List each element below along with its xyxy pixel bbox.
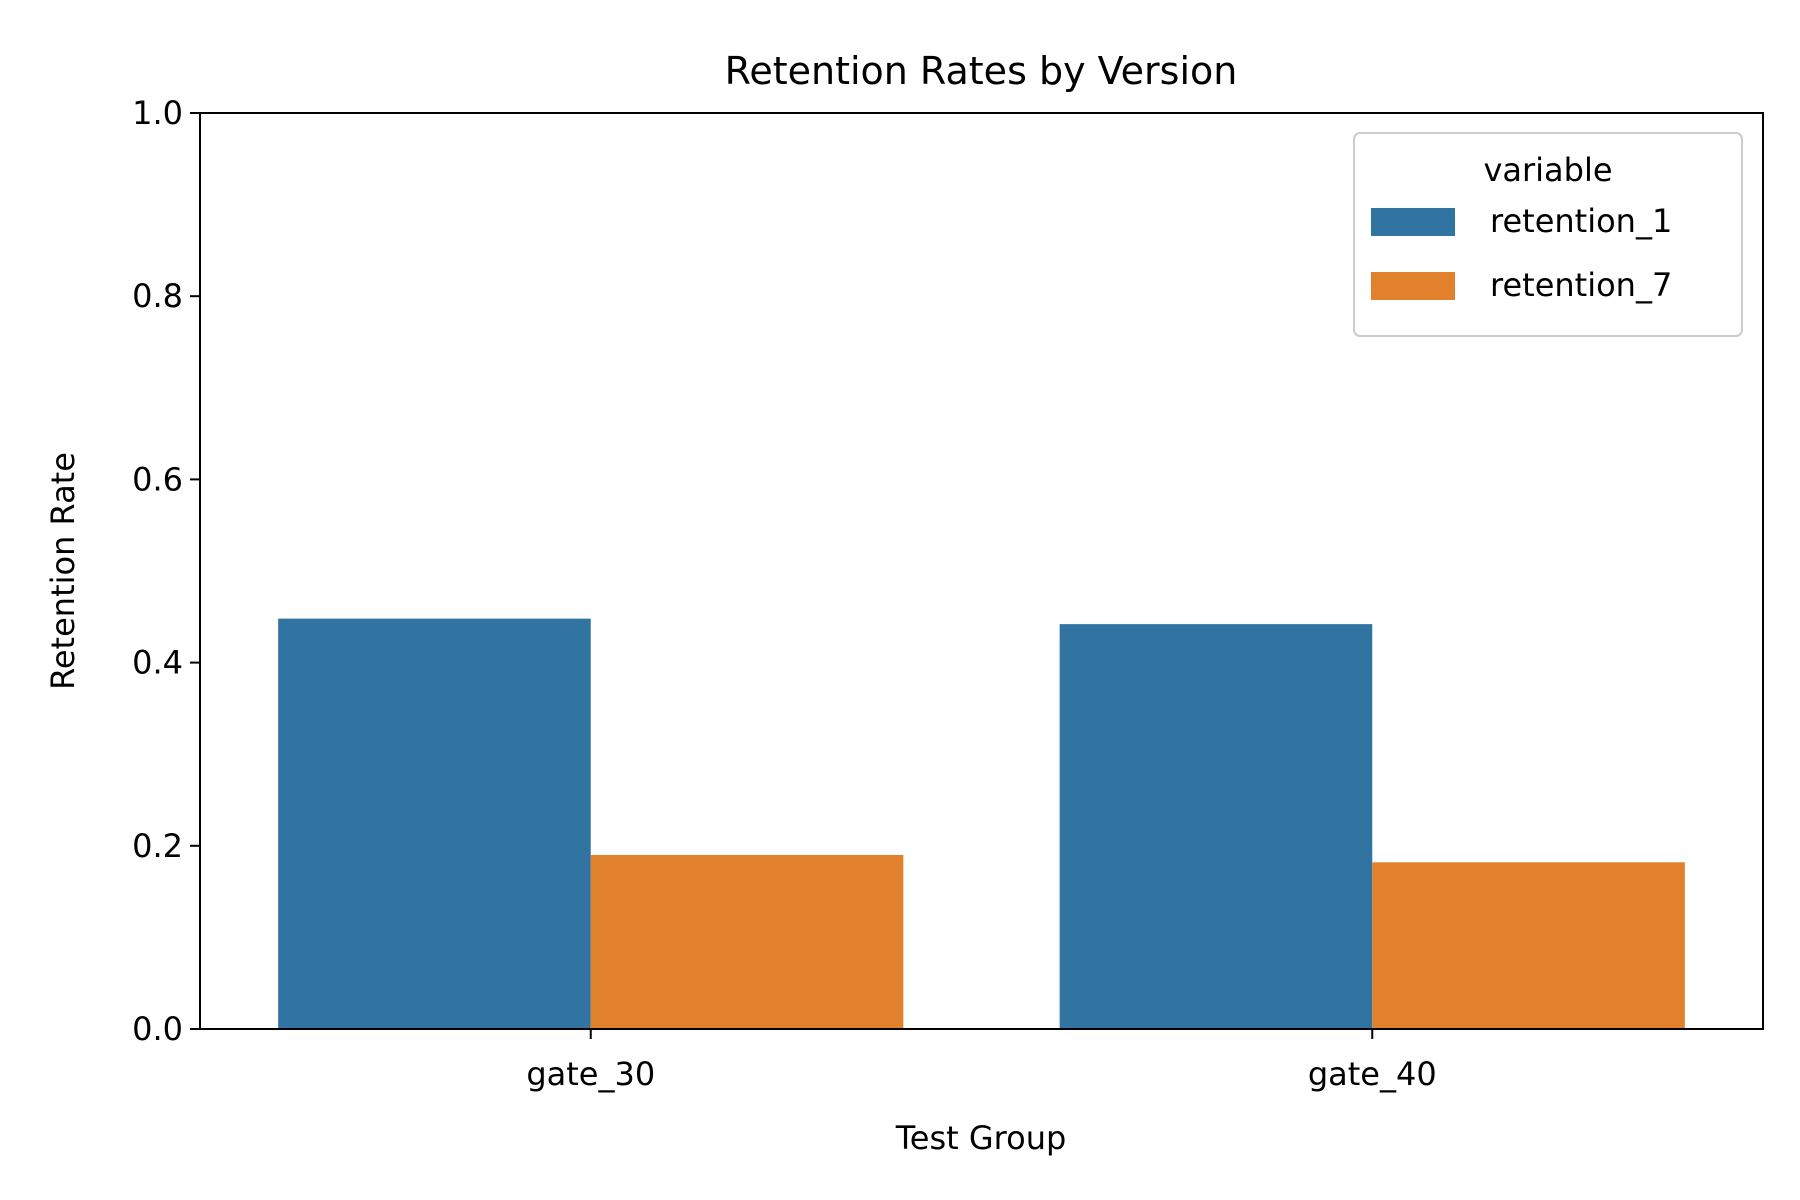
plot-bars: [278, 618, 1685, 1029]
legend-title: variable: [1483, 151, 1612, 189]
plot-frame: [199, 112, 1764, 1030]
y-tick-label: 0.6: [132, 460, 183, 498]
y-tick-label: 0.8: [132, 277, 183, 315]
legend-items: retention_1 retention_7: [1371, 202, 1672, 304]
bar-retention_1-gate_30: [278, 618, 591, 1029]
bar-retention_7-gate_30: [590, 854, 904, 1029]
y-tick-label: 0.2: [132, 827, 183, 865]
legend: variable retention_1 retention_7: [1353, 132, 1743, 337]
legend-swatch-retention_7: [1371, 272, 1455, 300]
y-axis-label: Retention Rate: [44, 452, 82, 690]
x-axis-label: Test Group: [895, 1119, 1067, 1157]
legend-label-retention_7: retention_7: [1490, 266, 1672, 304]
x-tick-label-gate_40: gate_40: [1308, 1055, 1437, 1093]
y-axis-ticks: 0.0 0.2 0.4 0.6 0.8 1.0: [132, 94, 200, 1048]
legend-label-retention_1: retention_1: [1490, 202, 1672, 240]
bar-retention_1-gate_40: [1059, 624, 1373, 1029]
y-tick-label: 0.0: [132, 1010, 183, 1048]
y-tick-label: 1.0: [132, 94, 183, 132]
x-axis-ticks: gate_30 gate_40: [526, 1029, 1437, 1093]
bar-retention_7-gate_40: [1372, 862, 1685, 1029]
y-tick-label: 0.4: [132, 644, 183, 682]
legend-swatch-retention_1: [1371, 208, 1455, 236]
chart-title: Retention Rates by Version: [725, 49, 1238, 93]
x-tick-label-gate_30: gate_30: [526, 1055, 655, 1093]
